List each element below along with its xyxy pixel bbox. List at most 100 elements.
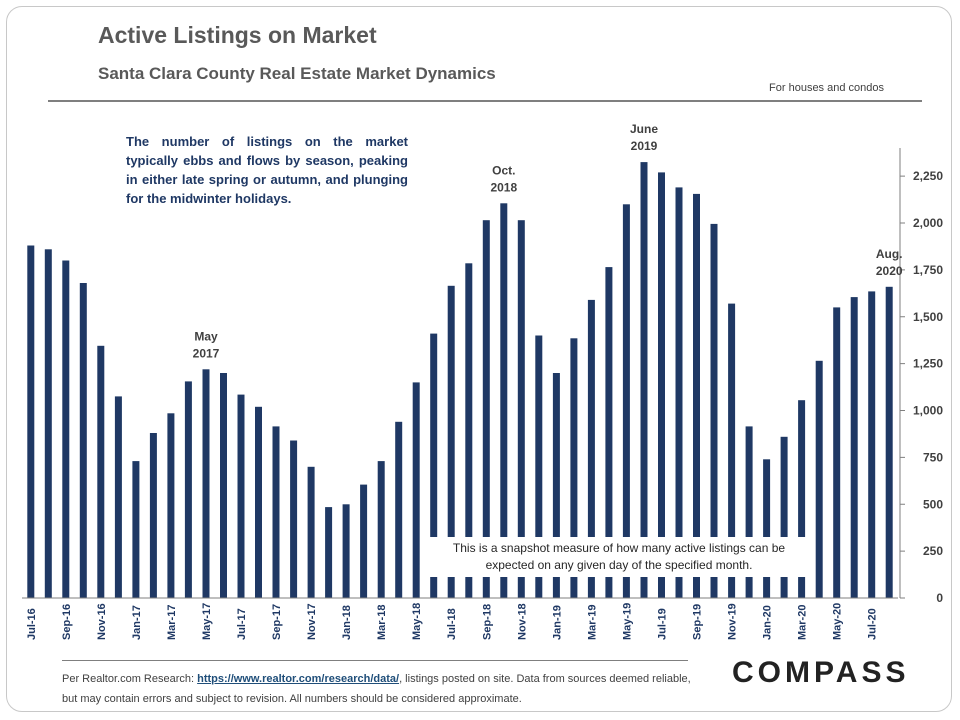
bar-Dec-19 bbox=[745, 426, 753, 598]
x-tick-label: May-17 bbox=[201, 603, 213, 640]
bar-Feb-18 bbox=[360, 484, 368, 598]
bar-Jan-17 bbox=[132, 461, 140, 598]
source-link[interactable]: https://www.realtor.com/research/data/ bbox=[197, 673, 400, 685]
bar-Jul-18 bbox=[447, 285, 455, 598]
bar-Sep-17 bbox=[272, 426, 280, 598]
bar-Feb-17 bbox=[149, 433, 157, 598]
chart-title: Active Listings on Market bbox=[98, 22, 377, 48]
bar-Sep-19 bbox=[693, 193, 700, 598]
x-tick-label: Jul-19 bbox=[657, 608, 669, 640]
bar-Nov-17 bbox=[307, 466, 315, 599]
bar-Apr-20 bbox=[815, 360, 823, 598]
bar-Jun-20 bbox=[850, 297, 858, 598]
bar-Nov-19 bbox=[728, 303, 736, 598]
x-tick-label: Jan-19 bbox=[551, 605, 563, 640]
bar-Dec-16 bbox=[114, 396, 122, 598]
source-suffix: , listings posted on site. Data from sou… bbox=[62, 673, 691, 705]
x-tick-label: Nov-18 bbox=[516, 603, 528, 640]
bar-Aug-18 bbox=[465, 263, 473, 598]
y-tick-label: 1,500 bbox=[913, 310, 943, 324]
y-tick-label: 1,750 bbox=[913, 263, 943, 277]
footer-divider bbox=[62, 660, 688, 661]
x-tick-label: Jan-18 bbox=[341, 605, 353, 640]
x-tick-label: Jul-20 bbox=[867, 608, 879, 640]
bar-May-19 bbox=[622, 204, 630, 599]
x-tick-label: Jan-17 bbox=[131, 605, 143, 640]
y-tick-label: 0 bbox=[936, 591, 943, 605]
bar-Apr-18 bbox=[395, 421, 403, 599]
seasonality-annotation: The number of listings on the market typ… bbox=[126, 134, 408, 206]
source-note: Per Realtor.com Research: https://www.re… bbox=[62, 670, 702, 710]
header-divider bbox=[48, 100, 922, 102]
x-tick-label: Mar-19 bbox=[586, 605, 598, 640]
bar-Jan-18 bbox=[342, 504, 350, 599]
bar-May-17 bbox=[202, 369, 210, 599]
bar-Feb-19 bbox=[570, 338, 578, 598]
x-tick-label: Nov-17 bbox=[306, 603, 318, 640]
bar-Jul-17 bbox=[237, 394, 245, 598]
bar-Jun-19 bbox=[640, 162, 648, 598]
point-label: 2020 bbox=[876, 264, 903, 278]
y-tick-label: 1,000 bbox=[913, 404, 943, 418]
x-tick-label: Nov-19 bbox=[727, 603, 739, 640]
scope-note: For houses and condos bbox=[769, 82, 884, 94]
x-tick-label: Jan-20 bbox=[762, 605, 774, 640]
bar-Oct-19 bbox=[710, 223, 718, 598]
y-tick-label: 250 bbox=[923, 544, 943, 558]
point-label: 2019 bbox=[631, 139, 658, 153]
bar-Sep-16 bbox=[62, 260, 70, 598]
snapshot-annotation: This is a snapshot measure of how many a… bbox=[428, 537, 810, 577]
bar-Jul-16 bbox=[27, 245, 35, 598]
y-tick-label: 750 bbox=[923, 450, 943, 464]
point-label: June bbox=[630, 122, 658, 136]
x-tick-label: Sep-16 bbox=[61, 604, 73, 640]
x-tick-label: Mar-17 bbox=[166, 605, 178, 640]
bar-Dec-17 bbox=[325, 507, 333, 598]
x-tick-label: Mar-18 bbox=[376, 605, 388, 640]
bar-Jun-18 bbox=[430, 333, 438, 598]
bar-Oct-17 bbox=[290, 440, 298, 598]
bar-Jan-20 bbox=[763, 459, 771, 599]
x-tick-label: Jul-18 bbox=[446, 608, 458, 640]
bar-Mar-18 bbox=[377, 461, 385, 598]
point-label: 2018 bbox=[490, 180, 517, 194]
source-prefix: Per Realtor.com Research: bbox=[62, 673, 195, 685]
bar-Aug-17 bbox=[255, 406, 262, 599]
point-label: May bbox=[194, 329, 218, 343]
bar-Jun-17 bbox=[220, 373, 227, 598]
x-tick-label: May-18 bbox=[411, 603, 423, 640]
bar-Nov-18 bbox=[517, 220, 525, 598]
x-tick-label: Sep-19 bbox=[692, 604, 704, 640]
x-tick-label: Sep-18 bbox=[481, 604, 493, 640]
chart-subtitle: Santa Clara County Real Estate Market Dy… bbox=[98, 64, 496, 83]
bar-Jul-19 bbox=[658, 172, 665, 598]
slide-frame bbox=[6, 6, 952, 712]
y-tick-label: 500 bbox=[923, 497, 943, 511]
bar-Aug-20 bbox=[885, 286, 893, 599]
x-tick-label: May-19 bbox=[621, 603, 633, 640]
bar-Sep-18 bbox=[482, 220, 490, 598]
bar-Mar-19 bbox=[587, 299, 595, 598]
bar-Jul-20 bbox=[868, 291, 876, 598]
bar-May-18 bbox=[412, 382, 420, 598]
bar-Apr-19 bbox=[605, 267, 613, 598]
bar-Feb-20 bbox=[780, 436, 788, 599]
y-tick-label: 1,250 bbox=[913, 357, 943, 371]
x-tick-label: Mar-20 bbox=[797, 605, 809, 640]
x-tick-label: Nov-16 bbox=[96, 603, 108, 640]
bar-Oct-16 bbox=[79, 283, 87, 598]
x-tick-label: Jul-16 bbox=[26, 608, 38, 640]
bar-Mar-17 bbox=[167, 413, 175, 598]
point-label: 2017 bbox=[193, 346, 220, 360]
bar-Mar-20 bbox=[798, 400, 806, 598]
point-label: Oct. bbox=[492, 163, 515, 177]
bar-Nov-16 bbox=[97, 345, 105, 598]
x-tick-label: Sep-17 bbox=[271, 604, 283, 640]
x-tick-label: Jul-17 bbox=[236, 608, 248, 640]
bar-Aug-16 bbox=[44, 249, 52, 599]
bar-Jan-19 bbox=[552, 373, 560, 598]
x-tick-label: May-20 bbox=[832, 603, 844, 640]
point-label: Aug. bbox=[876, 247, 903, 261]
bar-Dec-18 bbox=[535, 335, 543, 598]
